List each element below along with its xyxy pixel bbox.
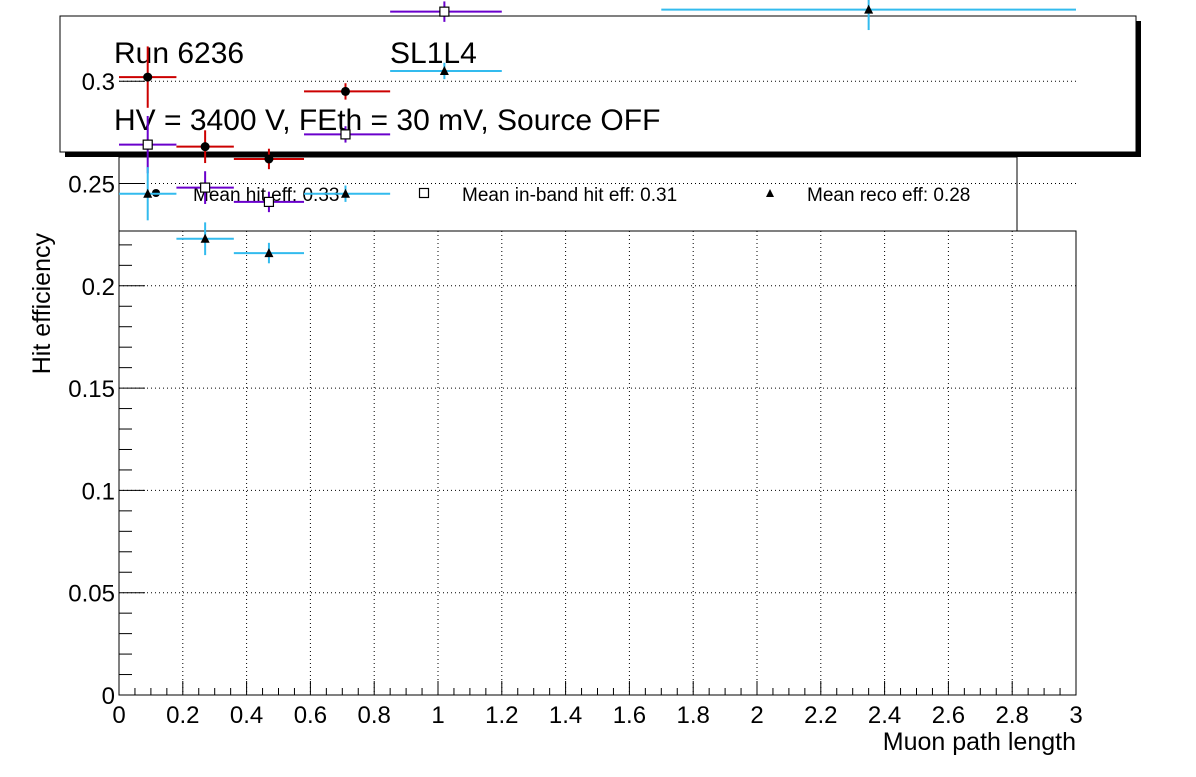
- legend-reco-label: Mean reco eff: 0.28: [807, 185, 970, 206]
- data-marks: [119, 0, 1076, 264]
- y-axis: 00.050.10.150.20.250.30.350.40.45: [68, 69, 145, 710]
- x-tick-label: 0.2: [166, 702, 199, 729]
- legend-inband-label: Mean in-band hit eff: 0.31: [462, 185, 677, 206]
- legend-inband-marker: [418, 187, 430, 199]
- x-tick-label: 0.6: [294, 702, 327, 729]
- y-tick-label: 0.3: [82, 69, 115, 96]
- inband-point: [263, 196, 275, 208]
- title-box-frame: [59, 15, 1137, 153]
- x-tick-label: 2: [750, 702, 763, 729]
- x-tick-label: 0: [112, 702, 125, 729]
- y-tick-label: 0.2: [82, 274, 115, 301]
- x-tick-label: 1.8: [677, 702, 710, 729]
- reco-point: [264, 248, 274, 258]
- x-tick-label: 1.2: [485, 702, 518, 729]
- x-tick-label: 0.4: [230, 702, 263, 729]
- hit-point: [264, 154, 274, 164]
- inband-point: [142, 139, 153, 150]
- y-tick-label: 0.25: [68, 172, 115, 199]
- reco-point: [143, 188, 153, 198]
- legend-hit-label: Mean hit eff: 0.33: [193, 185, 339, 206]
- x-tick-label: 0.8: [358, 702, 391, 729]
- y-tick-label: 0.05: [68, 581, 115, 608]
- title-box: Run 6236 SL1L4 HV = 3400 V, FEth = 30 mV…: [59, 15, 1141, 157]
- x-tick-label: 2.4: [868, 702, 901, 729]
- hit-point: [143, 72, 153, 82]
- hit-point: [200, 142, 210, 152]
- x-tick-label: 1.6: [613, 702, 646, 729]
- run-label: Run 6236: [114, 37, 244, 70]
- reco-point: [340, 188, 350, 198]
- inband-point: [200, 182, 211, 193]
- x-tick-label: 1: [431, 702, 444, 729]
- x-tick-label: 3: [1069, 702, 1082, 729]
- inband-point: [439, 6, 450, 17]
- reco-point: [864, 4, 874, 14]
- conditions-label: HV = 3400 V, FEth = 30 mV, Source OFF: [114, 104, 660, 137]
- y-tick-label: 0: [102, 683, 115, 710]
- hit-point: [340, 86, 350, 96]
- legend: Mean hit eff: 0.33 Mean in-band hit eff:…: [118, 156, 1018, 232]
- grid: [119, 80, 1076, 695]
- x-axis-title: Muon path length: [883, 728, 1076, 756]
- reco-point: [439, 65, 449, 75]
- plot-frame: [118, 230, 1077, 696]
- x-tick-label: 1.4: [549, 702, 582, 729]
- layer-label: SL1L4: [390, 37, 477, 70]
- y-tick-label: 0.1: [82, 478, 115, 505]
- y-tick-label: 0.15: [68, 376, 115, 403]
- x-tick-label: 2.6: [932, 702, 965, 729]
- y-axis-title: Hit efficiency: [28, 233, 56, 375]
- legend-reco-marker: [766, 189, 774, 197]
- x-axis: 0 0.2 0.4 0.6 0.8 1 1.2 1.4 1.6 1.8 2 2.2 2.4 2.6 2.8 3: [112, 681, 1083, 729]
- reco-point: [200, 233, 210, 243]
- inband-point: [340, 129, 351, 140]
- x-tick-label: 2.2: [804, 702, 837, 729]
- x-tick-label: 2.8: [996, 702, 1029, 729]
